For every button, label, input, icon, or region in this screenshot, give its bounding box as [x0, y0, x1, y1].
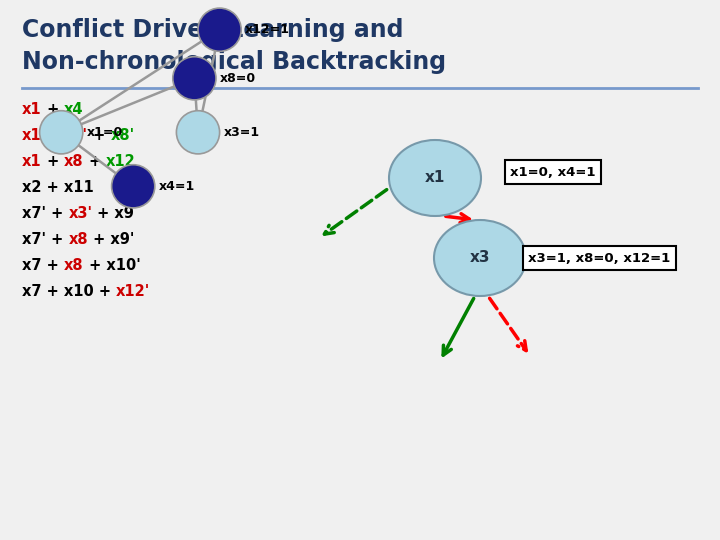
Text: x2 + x11: x2 + x11	[22, 180, 94, 195]
Text: +: +	[42, 154, 64, 169]
Text: +: +	[84, 154, 106, 169]
Text: Conflict Driven Learning and: Conflict Driven Learning and	[22, 18, 403, 42]
Text: x12: x12	[106, 154, 136, 169]
Text: x7 + x10 +: x7 + x10 +	[22, 284, 116, 299]
Text: x3=1: x3=1	[224, 126, 260, 139]
Circle shape	[112, 165, 155, 208]
Text: x1: x1	[22, 102, 42, 117]
Text: x4: x4	[64, 102, 84, 117]
Ellipse shape	[434, 220, 526, 296]
Text: Non-chronological Backtracking: Non-chronological Backtracking	[22, 50, 446, 74]
Circle shape	[198, 8, 241, 51]
Text: x12': x12'	[116, 284, 150, 299]
Text: x8': x8'	[110, 128, 135, 143]
Text: x1: x1	[425, 171, 445, 186]
Circle shape	[176, 111, 220, 154]
Text: x1=0: x1=0	[87, 126, 123, 139]
Text: x8: x8	[64, 258, 84, 273]
Text: x3: x3	[469, 251, 490, 266]
Text: x1: x1	[22, 128, 42, 143]
Text: x7' +: x7' +	[22, 232, 68, 247]
Ellipse shape	[389, 140, 481, 216]
Text: + x9': + x9'	[88, 232, 135, 247]
Text: +: +	[42, 128, 64, 143]
Text: +: +	[42, 102, 64, 117]
Text: +: +	[88, 128, 110, 143]
Text: + x10': + x10'	[84, 258, 140, 273]
Text: x7' +: x7' +	[22, 206, 68, 221]
Text: x3': x3'	[64, 128, 88, 143]
Text: x4=1: x4=1	[159, 180, 195, 193]
Text: + x9: + x9	[92, 206, 134, 221]
Text: x1=0, x4=1: x1=0, x4=1	[510, 165, 595, 179]
Circle shape	[40, 111, 83, 154]
Text: x3': x3'	[68, 206, 92, 221]
Circle shape	[173, 57, 216, 100]
Text: x3=1, x8=0, x12=1: x3=1, x8=0, x12=1	[528, 252, 670, 265]
Text: x8=0: x8=0	[220, 72, 256, 85]
Text: x7 +: x7 +	[22, 258, 64, 273]
Text: x1: x1	[22, 154, 42, 169]
Text: x12=1: x12=1	[246, 23, 290, 36]
Text: x8: x8	[64, 154, 84, 169]
Text: x8: x8	[68, 232, 88, 247]
